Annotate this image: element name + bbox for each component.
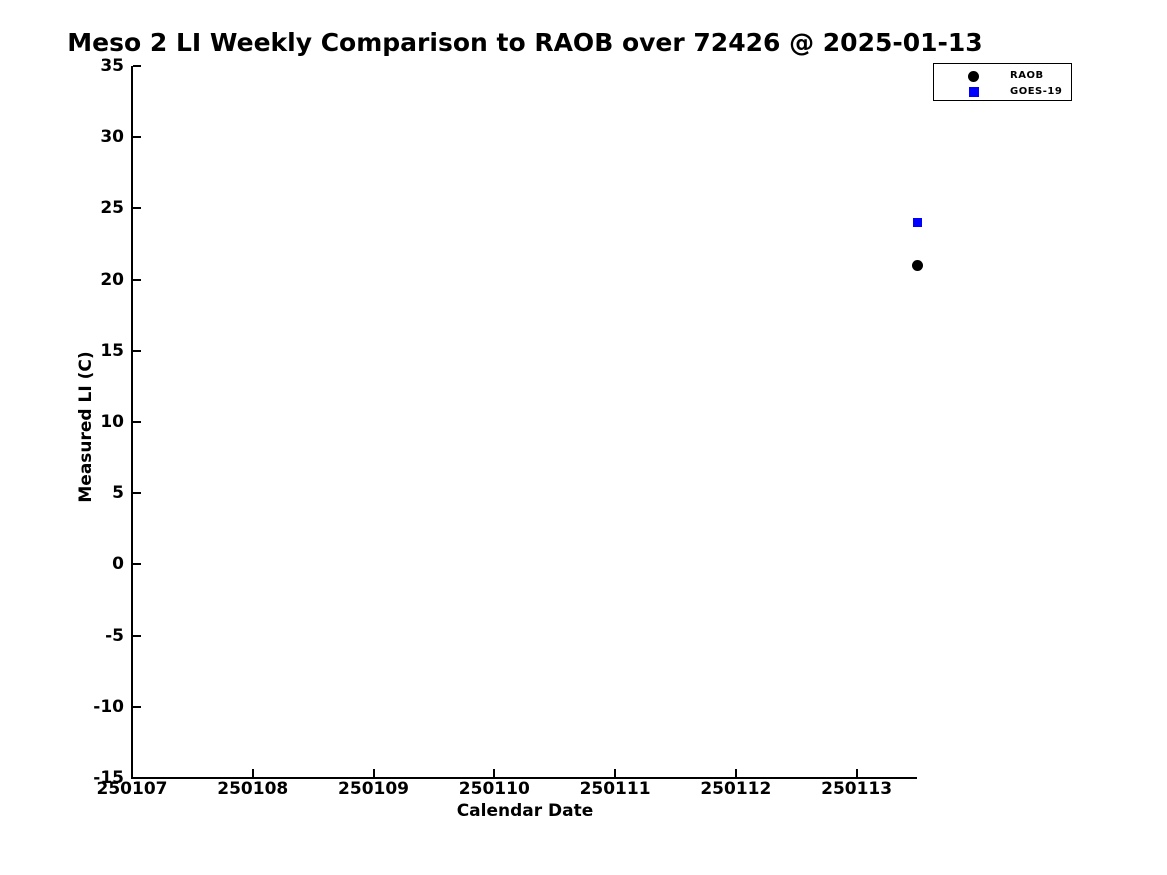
y-tick-label: 30 xyxy=(100,127,124,148)
y-tick-label: 5 xyxy=(112,483,124,504)
x-tick xyxy=(131,769,133,777)
y-tick xyxy=(133,634,141,637)
y-tick-label: 20 xyxy=(100,269,124,290)
x-tick-label: 250108 xyxy=(217,779,289,799)
y-tick xyxy=(133,136,141,139)
x-tick-label: 250107 xyxy=(96,779,168,799)
y-tick xyxy=(133,278,141,281)
y-tick xyxy=(133,349,141,352)
x-tick-label: 250113 xyxy=(821,779,893,799)
x-tick xyxy=(372,769,375,777)
y-tick-label: -15 xyxy=(93,768,124,788)
x-tick xyxy=(734,769,737,777)
data-point-goes-19 xyxy=(912,218,922,228)
y-tick-label: -10 xyxy=(93,696,124,717)
x-axis-label: Calendar Date xyxy=(456,801,594,821)
data-point-raob xyxy=(911,259,923,271)
x-tick-label: 250112 xyxy=(700,779,772,799)
legend-label-goes-19: GOES-19 xyxy=(1010,86,1063,97)
x-tick xyxy=(855,769,858,777)
y-tick xyxy=(133,421,141,423)
y-tick-label: 10 xyxy=(100,412,124,432)
chart-title: Meso 2 LI Weekly Comparison to RAOB over… xyxy=(67,28,983,57)
x-tick xyxy=(614,769,617,777)
y-tick xyxy=(133,705,141,708)
y-tick-label: -5 xyxy=(105,625,124,646)
x-tick-label: 250109 xyxy=(338,779,410,799)
y-tick-label: 15 xyxy=(100,340,124,361)
x-tick-label: 250111 xyxy=(579,779,651,799)
x-axis-spine xyxy=(131,777,917,779)
legend: RAOB GOES-19 xyxy=(933,63,1072,101)
goes-19-square-marker-icon xyxy=(969,87,979,97)
y-tick xyxy=(133,563,141,566)
y-tick-label: 25 xyxy=(100,198,124,219)
x-tick-label: 250110 xyxy=(458,779,530,799)
y-tick-label: 0 xyxy=(112,554,124,575)
legend-label-raob: RAOB xyxy=(1010,70,1044,81)
x-tick xyxy=(493,769,496,777)
y-tick xyxy=(133,65,141,67)
raob-circle-marker-icon xyxy=(968,71,979,82)
y-axis-spine xyxy=(131,66,133,779)
x-tick xyxy=(251,769,254,777)
y-tick xyxy=(133,492,141,495)
y-tick-label: 35 xyxy=(100,56,124,76)
y-tick xyxy=(133,777,141,779)
y-tick xyxy=(133,207,141,210)
